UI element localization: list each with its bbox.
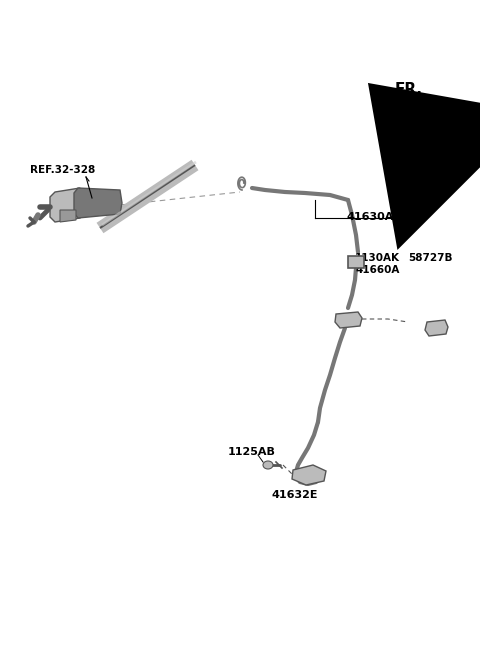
Polygon shape: [74, 188, 122, 218]
Polygon shape: [292, 465, 326, 485]
Text: 1130AK: 1130AK: [355, 253, 400, 263]
Text: FR.: FR.: [395, 83, 423, 98]
Polygon shape: [60, 210, 76, 222]
Ellipse shape: [263, 461, 273, 469]
Text: 1125AB: 1125AB: [228, 447, 276, 457]
Text: 58727B: 58727B: [408, 253, 453, 263]
Text: 41660A: 41660A: [355, 265, 399, 275]
Text: 41630A: 41630A: [346, 212, 394, 222]
Text: REF.32-328: REF.32-328: [30, 165, 95, 175]
Bar: [348, 256, 364, 268]
Polygon shape: [425, 320, 448, 336]
Polygon shape: [50, 188, 80, 222]
Text: 41632E: 41632E: [272, 490, 318, 500]
Polygon shape: [335, 312, 362, 328]
